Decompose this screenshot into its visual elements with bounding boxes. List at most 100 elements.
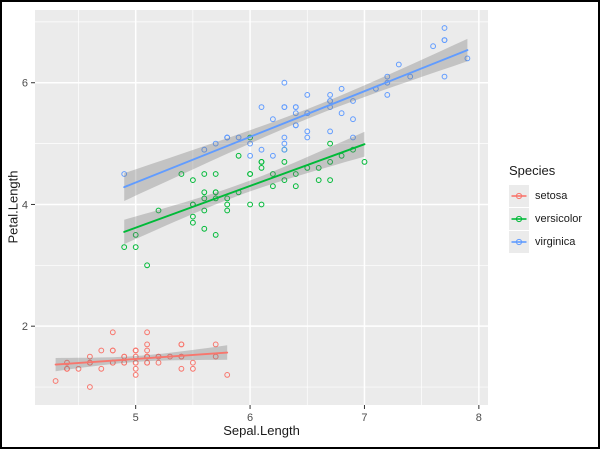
data-point-virginica	[430, 43, 437, 50]
legend-key-setosa	[509, 185, 529, 207]
data-point-setosa	[178, 341, 185, 348]
data-point-versicolor	[315, 177, 322, 184]
data-point-virginica	[395, 61, 402, 68]
data-point-versicolor	[178, 171, 185, 177]
data-point-virginica	[384, 73, 391, 80]
legend-item-label: virginica	[535, 236, 576, 248]
data-point-versicolor	[224, 207, 231, 214]
x-tick-label: 7	[361, 412, 367, 424]
regression-line-virginica	[123, 49, 469, 189]
data-point-virginica	[212, 140, 219, 147]
data-point-virginica	[281, 79, 288, 86]
data-point-virginica	[292, 110, 299, 117]
data-point-virginica	[350, 116, 356, 123]
data-point-versicolor	[132, 232, 139, 238]
data-point-versicolor	[258, 165, 265, 171]
data-point-virginica	[350, 134, 356, 141]
data-point-virginica	[304, 128, 311, 135]
data-point-setosa	[144, 341, 151, 348]
legend-key-versicolor	[509, 208, 529, 230]
data-point-versicolor	[190, 219, 196, 226]
data-point-versicolor	[247, 201, 254, 208]
confidence-band-virginica	[124, 38, 468, 202]
data-point-versicolor	[201, 195, 208, 202]
regression-line-versicolor	[123, 143, 366, 233]
data-point-virginica	[327, 128, 334, 135]
data-point-versicolor	[235, 152, 242, 159]
data-point-versicolor	[201, 171, 208, 177]
data-point-setosa	[212, 341, 219, 348]
data-point-versicolor	[327, 140, 334, 147]
data-point-setosa	[155, 359, 162, 366]
legend-item-setosa: setosa	[509, 185, 582, 207]
data-point-setosa	[132, 365, 139, 372]
y-tick-label: 2	[22, 321, 28, 333]
data-point-versicolor	[247, 171, 254, 177]
data-point-setosa	[109, 329, 116, 336]
data-point-virginica	[247, 140, 254, 147]
data-point-setosa	[224, 372, 231, 378]
legend-item-virginica: virginica	[509, 231, 582, 253]
data-point-setosa	[87, 353, 93, 360]
legend-point-glyph	[515, 238, 523, 246]
data-point-versicolor	[258, 159, 265, 165]
data-point-setosa	[190, 359, 196, 366]
data-point-versicolor	[292, 183, 299, 190]
data-point-versicolor	[224, 201, 231, 208]
data-point-virginica	[441, 37, 448, 43]
data-point-versicolor	[281, 159, 288, 165]
data-point-versicolor	[201, 189, 208, 196]
data-point-setosa	[144, 347, 151, 354]
x-axis-title: Sepal.Length	[223, 423, 300, 438]
data-point-setosa	[144, 359, 151, 366]
data-point-virginica	[281, 134, 288, 141]
data-point-versicolor	[361, 159, 368, 165]
data-point-versicolor	[121, 244, 128, 251]
data-point-virginica	[247, 152, 254, 159]
data-point-setosa	[98, 347, 105, 354]
data-point-setosa	[52, 378, 59, 384]
data-point-versicolor	[132, 244, 139, 251]
y-tick-label: 6	[22, 78, 28, 90]
data-point-virginica	[121, 171, 128, 177]
data-point-versicolor	[315, 165, 322, 171]
x-tick-label: 6	[247, 412, 253, 424]
data-point-virginica	[281, 140, 288, 147]
y-tick-label: 4	[22, 199, 28, 211]
data-point-setosa	[144, 329, 151, 336]
legend-item-label: versicolor	[535, 213, 583, 225]
data-point-virginica	[338, 110, 345, 117]
data-point-virginica	[441, 25, 448, 31]
data-point-virginica	[407, 73, 414, 80]
data-point-virginica	[384, 92, 391, 98]
data-point-virginica	[270, 116, 276, 123]
data-point-versicolor	[201, 225, 208, 232]
data-point-versicolor	[212, 171, 219, 177]
data-point-virginica	[464, 55, 471, 62]
data-point-virginica	[292, 104, 299, 110]
data-point-setosa	[132, 347, 139, 354]
data-point-virginica	[350, 98, 356, 104]
data-point-setosa	[98, 365, 105, 372]
data-point-versicolor	[201, 207, 208, 214]
data-point-versicolor	[190, 213, 196, 220]
data-point-virginica	[304, 134, 311, 141]
data-point-virginica	[304, 92, 311, 98]
legend-item-versicolor: versicolor	[509, 208, 582, 230]
data-point-versicolor	[327, 159, 334, 165]
data-point-virginica	[281, 146, 288, 153]
data-point-virginica	[338, 85, 345, 92]
data-point-versicolor	[281, 177, 288, 184]
data-point-versicolor	[327, 177, 334, 184]
data-point-versicolor	[144, 262, 151, 269]
legend: Species setosa versicolor virgi	[509, 163, 582, 254]
data-point-virginica	[292, 122, 299, 129]
data-point-setosa	[109, 347, 116, 354]
data-point-virginica	[270, 152, 276, 159]
data-point-setosa	[64, 365, 70, 372]
data-point-virginica	[441, 73, 448, 80]
data-point-setosa	[87, 384, 93, 390]
data-point-versicolor	[212, 232, 219, 238]
